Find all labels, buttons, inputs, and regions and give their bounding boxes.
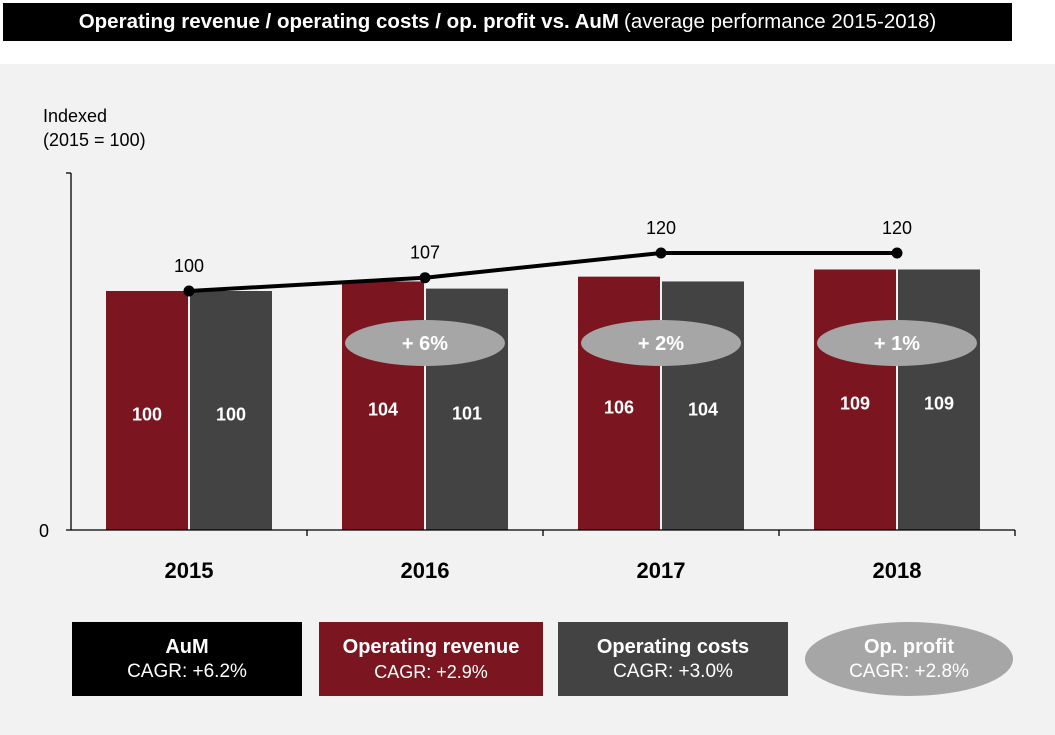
legend-operating-revenue-cagr: CAGR: +2.9% xyxy=(374,662,488,682)
profit-change-label-2018: + 1% xyxy=(874,333,920,355)
bar-operating-costs-2015 xyxy=(190,291,272,530)
profit-change-ellipse-2017 xyxy=(581,320,741,366)
legend-aum: AuM CAGR: +6.2% xyxy=(72,622,302,696)
bar-operating-costs-2018 xyxy=(898,269,980,530)
x-tick-label-2016: 2016 xyxy=(401,558,450,583)
x-tick-label-2017: 2017 xyxy=(637,558,686,583)
legend-operating-costs: Operating costs CAGR: +3.0% xyxy=(558,622,788,696)
x-tick-label-2015: 2015 xyxy=(165,558,214,583)
legend-op-profit-title: Op. profit xyxy=(864,636,954,658)
y-tick-label-0: 0 xyxy=(39,521,49,541)
bar-operating-revenue-2018 xyxy=(814,269,896,530)
legend-op-profit: Op. profit CAGR: +2.8% xyxy=(805,622,1013,696)
aum-line xyxy=(188,250,897,293)
aum-data-label-2016: 107 xyxy=(410,243,440,263)
data-label-operating-costs-2016: 101 xyxy=(452,403,482,423)
legend-operating-revenue-title: Operating revenue xyxy=(342,636,520,658)
chart-title: Operating revenue / operating costs / op… xyxy=(3,3,1012,41)
data-label-operating-revenue-2016: 104 xyxy=(368,400,398,420)
chart-title-subtitle: (average performance 2015-2018) xyxy=(624,10,937,33)
legend-operating-costs-title: Operating costs xyxy=(596,636,750,658)
x-tick-label-2018: 2018 xyxy=(873,558,922,583)
data-label-operating-costs-2018: 109 xyxy=(924,394,954,414)
aum-point-2017 xyxy=(655,247,667,259)
aum-point-2016 xyxy=(419,272,431,284)
aum-data-label-2015: 100 xyxy=(174,256,204,276)
legend-op-profit-cagr: CAGR: +2.8% xyxy=(849,661,969,682)
legend-aum-title: AuM xyxy=(165,636,209,658)
legend-operating-costs-cagr: CAGR: +3.0% xyxy=(613,661,733,682)
aum-point-2018 xyxy=(891,247,903,259)
data-label-operating-revenue-2017: 106 xyxy=(604,397,634,417)
profit-change-ellipse-2018 xyxy=(817,320,977,366)
bar-operating-revenue-2015 xyxy=(106,291,188,530)
data-label-operating-revenue-2018: 109 xyxy=(840,394,870,414)
y-axis-label: Indexed (2015 = 100) xyxy=(43,106,146,150)
legend-aum-cagr: CAGR: +6.2% xyxy=(127,661,247,682)
legend-operating-revenue: Operating revenue CAGR: +2.9% xyxy=(319,622,543,696)
data-label-operating-costs-2017: 104 xyxy=(688,400,718,420)
aum-data-label-2018: 120 xyxy=(882,218,912,238)
profit-change-label-2016: + 6% xyxy=(402,333,448,355)
bar-operating-revenue-2017 xyxy=(578,276,660,530)
data-label-operating-revenue-2015: 100 xyxy=(132,405,162,425)
profit-change-ellipse-2016 xyxy=(345,320,505,366)
chart-title-main: Operating revenue / operating costs / op… xyxy=(78,10,620,33)
aum-point-2015 xyxy=(183,285,195,297)
aum-data-label-2017: 120 xyxy=(646,218,676,238)
data-label-operating-costs-2015: 100 xyxy=(216,405,246,425)
profit-change-label-2017: + 2% xyxy=(638,333,684,355)
